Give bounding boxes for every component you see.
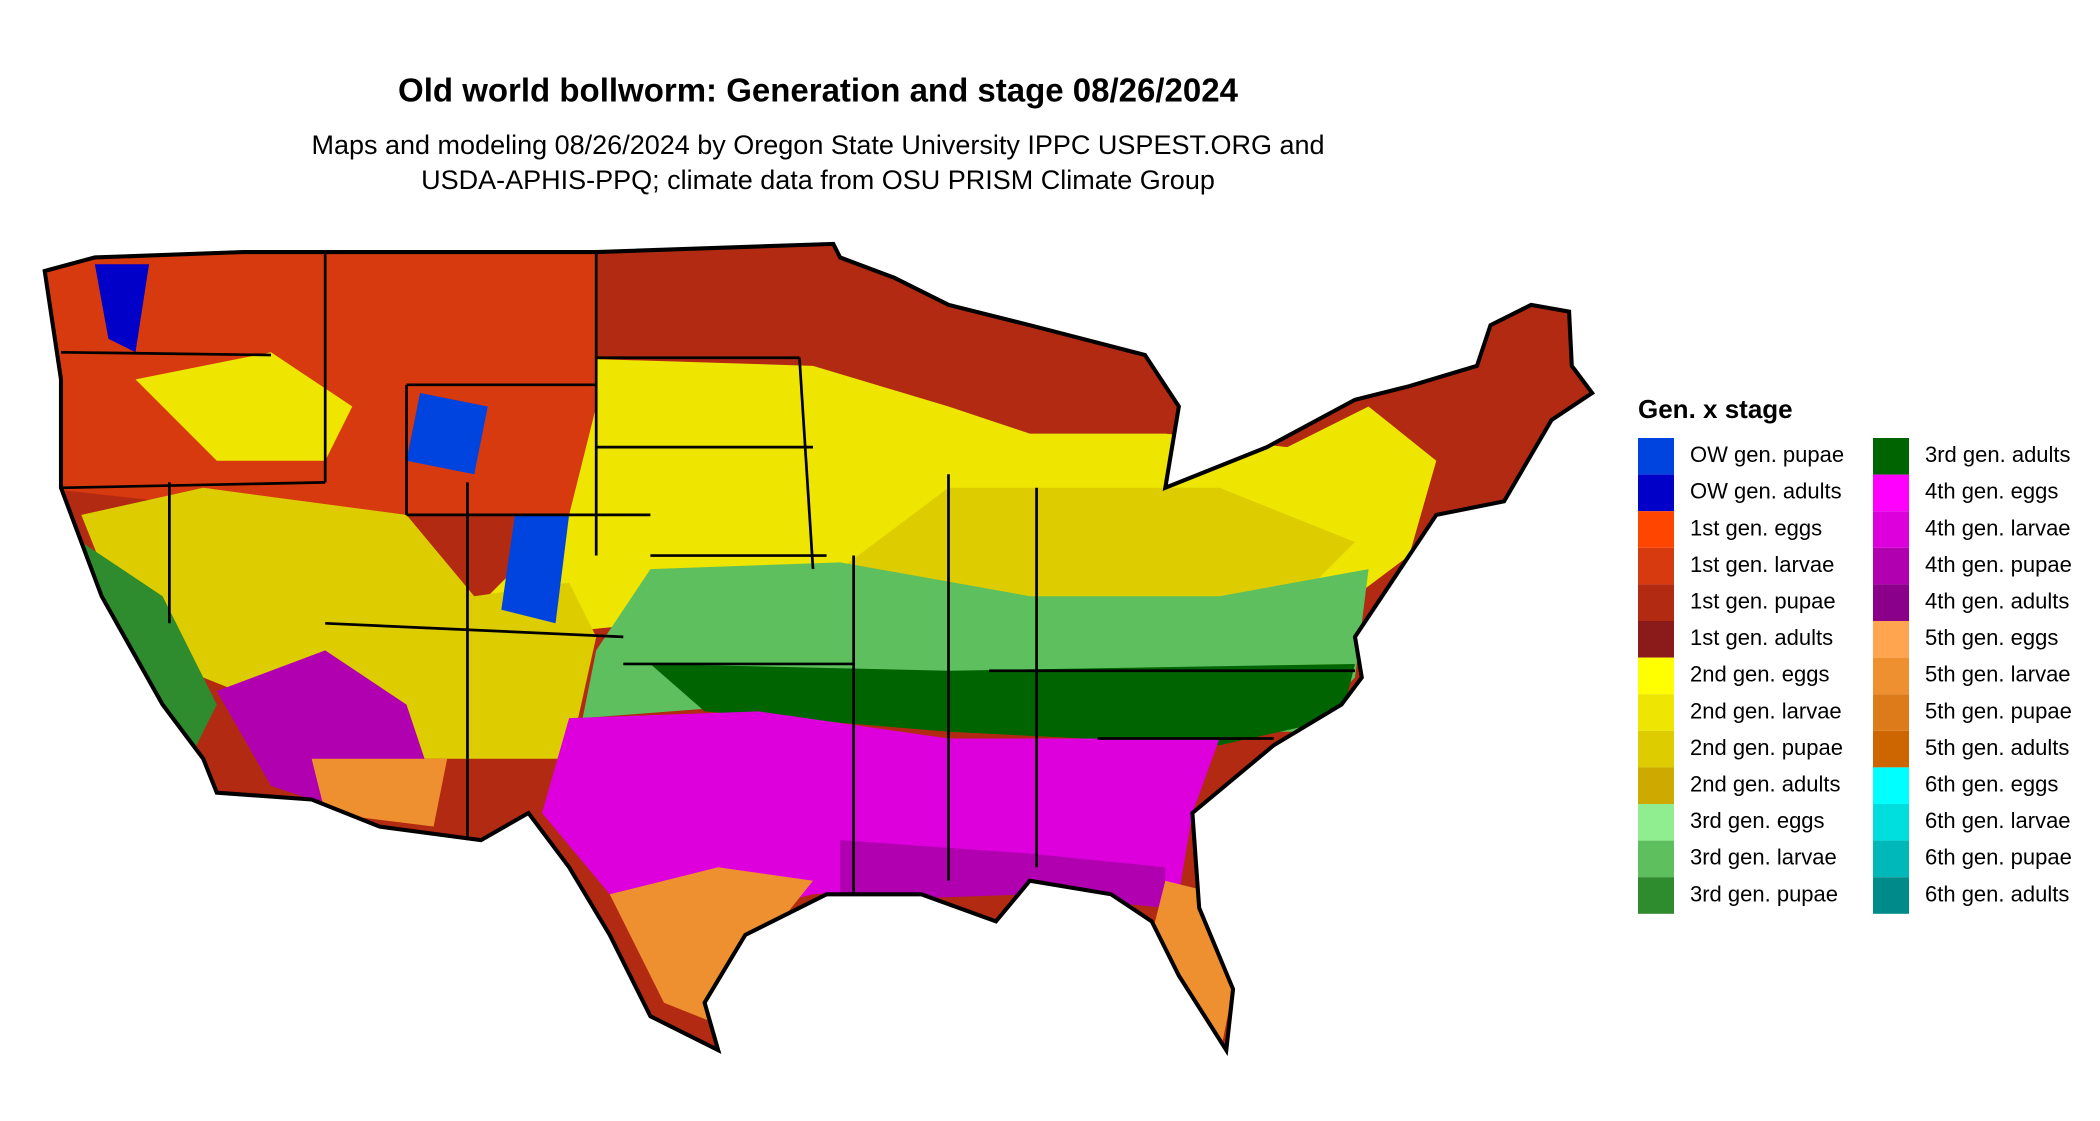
legend-label: 4th gen. eggs xyxy=(1925,479,2058,504)
legend-label: 1st gen. eggs xyxy=(1690,515,1822,540)
legend-label: 6th gen. adults xyxy=(1925,881,2069,906)
legend-swatch xyxy=(1873,474,1909,512)
legend-swatch xyxy=(1873,657,1909,695)
legend-label: 5th gen. eggs xyxy=(1925,625,2058,650)
legend-label: 1st gen. adults xyxy=(1690,625,1833,650)
legend-label: 3rd gen. adults xyxy=(1925,442,2071,467)
us-map xyxy=(42,241,1596,1057)
legend-swatch xyxy=(1638,621,1674,658)
legend-swatch xyxy=(1873,804,1909,841)
legend-swatch xyxy=(1873,840,1909,878)
legend-title: Gen. x stage xyxy=(1638,394,1793,424)
legend-label: 5th gen. adults xyxy=(1925,735,2069,760)
subtitle-line: USDA-APHIS-PPQ; climate data from OSU PR… xyxy=(421,165,1215,195)
legend-swatch xyxy=(1638,657,1674,695)
legend-label: 2nd gen. pupae xyxy=(1690,735,1843,760)
legend-label: 4th gen. adults xyxy=(1925,589,2069,614)
legend-swatch xyxy=(1873,877,1909,914)
legend-swatch xyxy=(1638,547,1674,585)
legend-swatch xyxy=(1638,877,1674,914)
legend-swatch xyxy=(1638,804,1674,841)
legend-swatch xyxy=(1638,511,1674,548)
legend-label: 6th gen. eggs xyxy=(1925,772,2058,797)
legend-swatch xyxy=(1638,694,1674,731)
legend-label: 3rd gen. pupae xyxy=(1690,881,1838,906)
legend-swatch xyxy=(1873,730,1909,768)
legend-swatch xyxy=(1638,840,1674,878)
legend-label: 6th gen. larvae xyxy=(1925,808,2071,833)
legend-swatch xyxy=(1873,767,1909,804)
legend-label: 1st gen. pupae xyxy=(1690,589,1836,614)
legend: OW gen. pupae OW gen. adults 1st gen. eggs… xyxy=(1638,438,2072,914)
legend-swatch xyxy=(1873,621,1909,658)
legend-swatch xyxy=(1638,584,1674,621)
legend-label: 2nd gen. larvae xyxy=(1690,698,1842,723)
legend-swatch xyxy=(1873,438,1909,475)
legend-label: 5th gen. pupae xyxy=(1925,698,2072,723)
legend-label: 1st gen. larvae xyxy=(1690,552,1834,577)
legend-swatch xyxy=(1873,547,1909,585)
legend-label: 5th gen. larvae xyxy=(1925,662,2071,687)
legend-label: 3rd gen. larvae xyxy=(1690,845,1837,870)
legend-swatch xyxy=(1638,474,1674,512)
legend-label: 3rd gen. eggs xyxy=(1690,808,1825,833)
legend-label: 4th gen. pupae xyxy=(1925,552,2072,577)
legend-swatch xyxy=(1638,730,1674,768)
legend-label: 6th gen. pupae xyxy=(1925,845,2072,870)
legend-swatch xyxy=(1873,694,1909,731)
legend-swatch xyxy=(1873,584,1909,621)
legend-label: OW gen. adults xyxy=(1690,479,1842,504)
legend-swatch xyxy=(1638,767,1674,804)
subtitle-line: Maps and modeling 08/26/2024 by Oregon S… xyxy=(311,130,1324,160)
legend-label: 4th gen. larvae xyxy=(1925,515,2071,540)
legend-label: OW gen. pupae xyxy=(1690,442,1844,467)
title: Old world bollworm: Generation and stage… xyxy=(398,72,1239,109)
legend-label: 2nd gen. eggs xyxy=(1690,662,1829,687)
legend-label: 2nd gen. adults xyxy=(1690,772,1840,797)
legend-swatch xyxy=(1638,438,1674,475)
legend-swatch xyxy=(1873,511,1909,548)
